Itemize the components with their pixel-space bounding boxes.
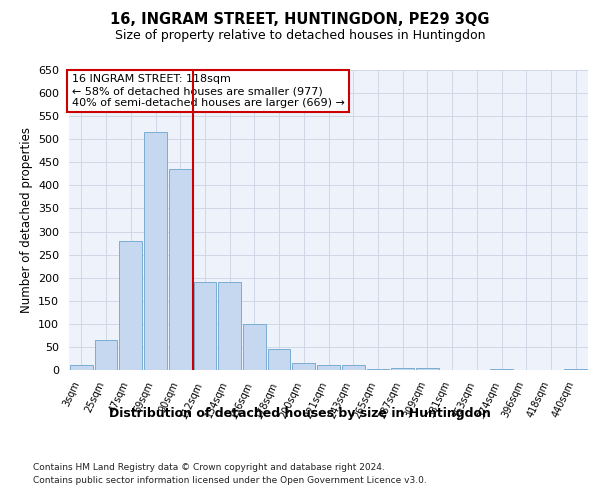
Bar	[194, 282, 216, 370]
Text: 16 INGRAM STREET: 118sqm
← 58% of detached houses are smaller (977)
40% of semi-: 16 INGRAM STREET: 118sqm ← 58% of detach…	[71, 74, 344, 108]
Bar	[367, 368, 389, 370]
Bar	[268, 349, 290, 370]
Bar	[95, 340, 118, 370]
Text: 16, INGRAM STREET, HUNTINGDON, PE29 3QG: 16, INGRAM STREET, HUNTINGDON, PE29 3QG	[110, 12, 490, 28]
Bar	[292, 363, 315, 370]
Bar	[564, 368, 587, 370]
Bar	[169, 169, 191, 370]
Bar	[218, 282, 241, 370]
Text: Size of property relative to detached houses in Huntingdon: Size of property relative to detached ho…	[115, 29, 485, 42]
Bar	[243, 324, 266, 370]
Bar	[70, 366, 93, 370]
Bar	[391, 368, 414, 370]
Text: Contains public sector information licensed under the Open Government Licence v3: Contains public sector information licen…	[33, 476, 427, 485]
Bar	[317, 366, 340, 370]
Y-axis label: Number of detached properties: Number of detached properties	[20, 127, 32, 313]
Text: Distribution of detached houses by size in Huntingdon: Distribution of detached houses by size …	[109, 408, 491, 420]
Bar	[490, 368, 513, 370]
Bar	[416, 368, 439, 370]
Bar	[119, 241, 142, 370]
Bar	[144, 132, 167, 370]
Text: Contains HM Land Registry data © Crown copyright and database right 2024.: Contains HM Land Registry data © Crown c…	[33, 462, 385, 471]
Bar	[342, 366, 365, 370]
